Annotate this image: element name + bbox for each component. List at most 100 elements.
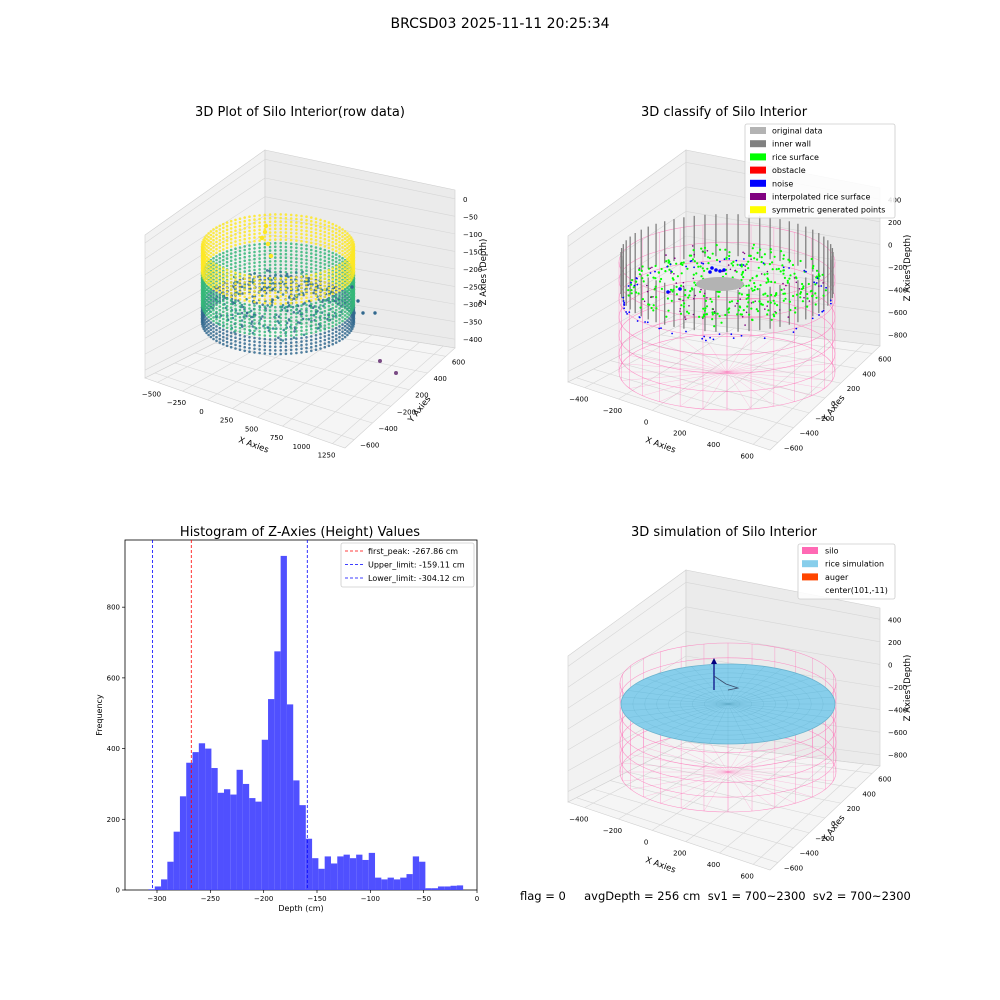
raw-point [268,320,272,323]
raw-point [253,333,256,336]
classified-point [800,287,804,291]
raw-point [295,322,298,326]
raw-point [331,281,335,285]
raw-point [263,327,267,330]
raw-point [205,234,208,237]
classified-point [751,247,754,250]
raw-point [341,316,344,319]
raw-point [314,312,318,316]
raw-point [341,308,344,312]
classified-point [759,248,762,251]
raw-point [327,322,331,326]
classified-point [706,250,709,252]
noise-point [636,320,639,322]
raw-point [334,224,338,228]
raw-point [343,267,347,270]
legend-swatch [750,127,766,134]
classified-point [673,273,675,275]
classified-point [702,307,705,310]
y-gridline [576,377,778,443]
raw-point [229,263,233,266]
classified-point [652,304,655,307]
raw-point [314,290,318,294]
raw-point [215,335,218,339]
raw-point [274,287,277,291]
raw-point [319,243,322,247]
raw-point [263,283,267,287]
raw-point [305,300,308,303]
raw-point [253,265,256,268]
raw-point [289,327,293,330]
raw-point [243,230,246,234]
raw-point [238,239,242,242]
raw-point [258,214,261,217]
classified-point [756,310,760,313]
raw-point [241,292,244,295]
raw-point [215,303,218,307]
legend-swatch [802,547,818,554]
raw-point [323,306,327,309]
classified-point [763,253,767,256]
raw-point [225,253,229,257]
raw-point [258,337,261,340]
raw-point [295,333,298,337]
z-gridline [685,260,881,290]
raw-point [319,307,322,311]
raw-point [349,322,353,325]
raw-point [300,239,303,243]
classified-point [789,274,792,277]
classify-silo-spoke [726,348,812,373]
raw-point [240,319,244,322]
raw-point [263,323,267,327]
raw-point [238,246,242,249]
noise-point [813,281,816,284]
raw-point [310,306,313,309]
classified-point [740,278,743,282]
raw-point [218,242,222,246]
raw-point [271,327,275,330]
x-tick-label: −200 [254,895,273,903]
raw-point [327,246,331,250]
classified-point [766,270,769,273]
classified-point [650,296,652,299]
raw-point [284,298,288,302]
raw-point [274,295,277,298]
classified-point [762,293,765,296]
raw-point [314,280,318,283]
raw-point [343,233,347,237]
raw-point [218,260,222,264]
raw-point [289,287,293,291]
classified-point [824,289,828,292]
raw-point [289,231,293,235]
z-tick-label: −400 [888,287,907,295]
raw-point [238,267,242,271]
raw-point [319,251,322,254]
y-tick-label: 200 [415,392,428,400]
z-tick-label: 0 [888,241,892,249]
raw-point [218,287,222,290]
x-gridline [232,330,349,409]
z-gridline [567,606,687,688]
raw-point [243,313,246,317]
noise-point [678,287,682,291]
raw-point [238,228,242,231]
raw-point [343,317,347,321]
z-gridline [567,235,687,310]
classify-silo-spoke [726,371,774,407]
raw-point [209,260,213,263]
raw-point [205,292,208,295]
raw-point [218,316,222,319]
raw-point [258,228,261,232]
y-tick-label: 400 [107,745,120,753]
raw-point [212,305,215,308]
raw-point [229,277,233,281]
raw-point [341,280,344,283]
raw-point [323,259,327,263]
classified-point [657,271,661,274]
raw-point [349,304,353,307]
raw-point [215,229,218,233]
raw-point [225,308,229,312]
classified-point [699,265,702,268]
classified-point [680,261,683,264]
classified-point [788,259,792,262]
